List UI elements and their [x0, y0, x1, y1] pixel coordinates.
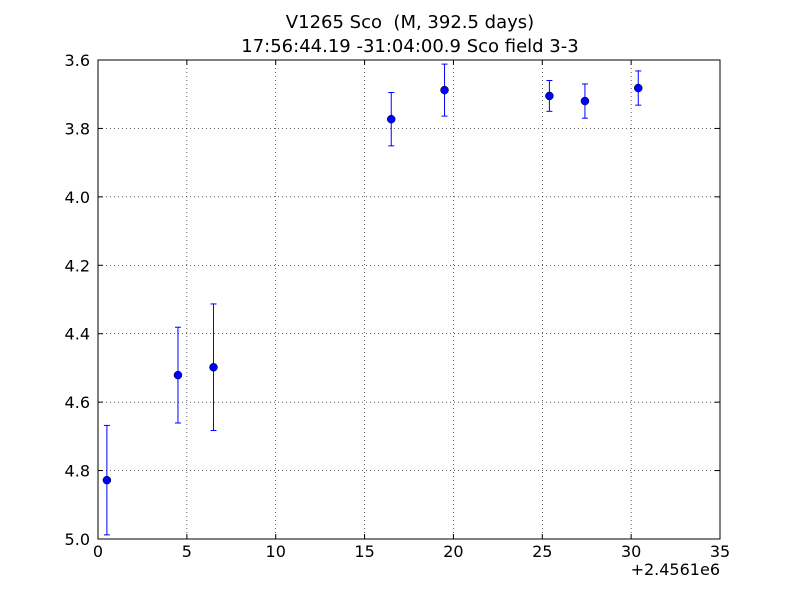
x-offset-label: +2.4561e6 [631, 560, 720, 579]
x-tick-label: 0 [93, 542, 103, 561]
point [440, 85, 449, 95]
chart-subtitle: 17:56:44.19 -31:04:00.9 Sco field 3-3 [241, 36, 578, 57]
y-tick-label: 5.0 [65, 530, 90, 549]
point [545, 91, 554, 101]
y-tick-label: 4.2 [65, 256, 90, 275]
point [386, 114, 396, 124]
y-tick-label: 4.8 [65, 462, 90, 481]
x-tick-label: 30 [621, 542, 641, 561]
x-tick-label: 35 [710, 542, 730, 561]
chart-title: V1265 Sco (M, 392.5 days) [286, 12, 534, 33]
plot-frame [97, 59, 721, 540]
point [173, 370, 183, 380]
point [209, 362, 218, 372]
x-tick-label: 25 [532, 542, 552, 561]
y-tick-label: 3.8 [65, 119, 90, 138]
y-tick-label: 3.6 [65, 51, 90, 70]
y-tick-label: 4.4 [65, 325, 90, 344]
point [102, 475, 112, 485]
x-tick-label: 5 [182, 542, 192, 561]
x-tick-label: 15 [354, 542, 374, 561]
x-tick-label: 10 [266, 542, 286, 561]
point [580, 96, 590, 106]
y-tick-label: 4.6 [65, 393, 90, 412]
point [634, 83, 643, 93]
x-tick-label: 20 [443, 542, 463, 561]
y-tick-label: 4.0 [65, 188, 90, 207]
